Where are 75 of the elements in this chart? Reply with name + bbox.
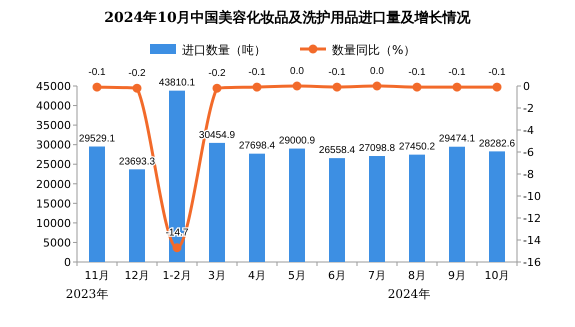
data-label: 26558.4 (318, 145, 356, 156)
bar (289, 148, 305, 262)
data-label: -0.1 (488, 67, 506, 78)
y-tick-label: 30000 (36, 138, 71, 152)
legend-label: 进口数量（吨） (182, 43, 266, 57)
data-label: 0.0 (370, 66, 384, 77)
bar (89, 146, 105, 262)
data-label: 27698.4 (238, 140, 276, 152)
x-tick-label: 10月 (484, 269, 510, 282)
data-label: 29000.9 (278, 136, 316, 147)
chart-title: 2024年10月中国美容化妆品及洗护用品进口量及增长情况 (104, 9, 472, 26)
data-label: 28282.6 (478, 138, 516, 150)
x-tick-label: 12月 (124, 269, 150, 282)
y2-tick-label: -10 (523, 190, 541, 203)
point (252, 82, 262, 92)
y-tick-label: 0 (64, 256, 71, 269)
x-tick-label: 1-2月 (162, 269, 192, 282)
y2-tick-label: 0 (523, 80, 530, 93)
x-tick-label: 6月 (328, 269, 346, 282)
y-tick-label: 5000 (43, 236, 71, 250)
point (332, 82, 342, 92)
bar (209, 142, 225, 262)
point (292, 82, 302, 90)
y-tick-label: 10000 (36, 216, 71, 230)
data-label: 27098.8 (358, 143, 396, 154)
y2-tick-label: -12 (523, 212, 541, 225)
point (492, 82, 502, 92)
y2-tick-label: -2 (523, 102, 534, 115)
y2-tick-label: -16 (523, 256, 541, 269)
bar (409, 154, 425, 262)
y2-tick-label: -14 (523, 234, 541, 247)
data-label: 29529.1 (78, 134, 116, 145)
bar (329, 158, 345, 262)
x-tick-label: 8月 (408, 269, 426, 282)
x-tick-label: 7月 (368, 269, 386, 282)
text: 2024年 (388, 287, 430, 301)
x-tick-label: 11月 (84, 269, 110, 282)
point (172, 243, 182, 252)
legend-label: 数量同比（%） (332, 43, 416, 57)
point (92, 82, 102, 92)
bar (249, 154, 265, 262)
point (372, 82, 382, 90)
bar (129, 169, 145, 262)
point (132, 84, 142, 93)
x-tick-label: 9月 (448, 269, 466, 282)
y2-tick-label: -4 (523, 124, 534, 137)
point (452, 82, 462, 92)
x-tick-label: 3月 (208, 269, 226, 282)
data-label: -0.1 (328, 67, 346, 78)
y2-tick-label: -6 (523, 146, 534, 159)
data-label: 0.0 (290, 66, 304, 77)
y-tick-label: 20000 (36, 178, 71, 191)
y-tick-label: 45000 (36, 80, 71, 93)
bar (449, 146, 465, 262)
data-label: -0.1 (248, 67, 266, 78)
text: 2023年 (66, 287, 108, 301)
data-label: -0.1 (448, 67, 466, 78)
data-label: -0.2 (208, 68, 226, 80)
bar (489, 151, 505, 262)
y-tick-label: 40000 (36, 100, 71, 113)
data-label: -0.1 (88, 67, 106, 78)
data-label: 27450.2 (398, 142, 436, 153)
y-tick-label: 25000 (36, 158, 71, 172)
y-tick-label: 35000 (36, 119, 71, 132)
data-label: -0.2 (128, 68, 146, 80)
point (212, 84, 222, 93)
data-label: -0.1 (408, 67, 426, 78)
point (412, 82, 422, 92)
y-tick-label: 15000 (36, 197, 71, 210)
x-tick-label: 5月 (288, 269, 306, 282)
data-label: 43810.1 (158, 78, 196, 89)
x-tick-label: 4月 (248, 269, 266, 282)
data-label: 29474.1 (438, 134, 476, 145)
y2-tick-label: -8 (523, 168, 534, 181)
bar (369, 156, 385, 262)
